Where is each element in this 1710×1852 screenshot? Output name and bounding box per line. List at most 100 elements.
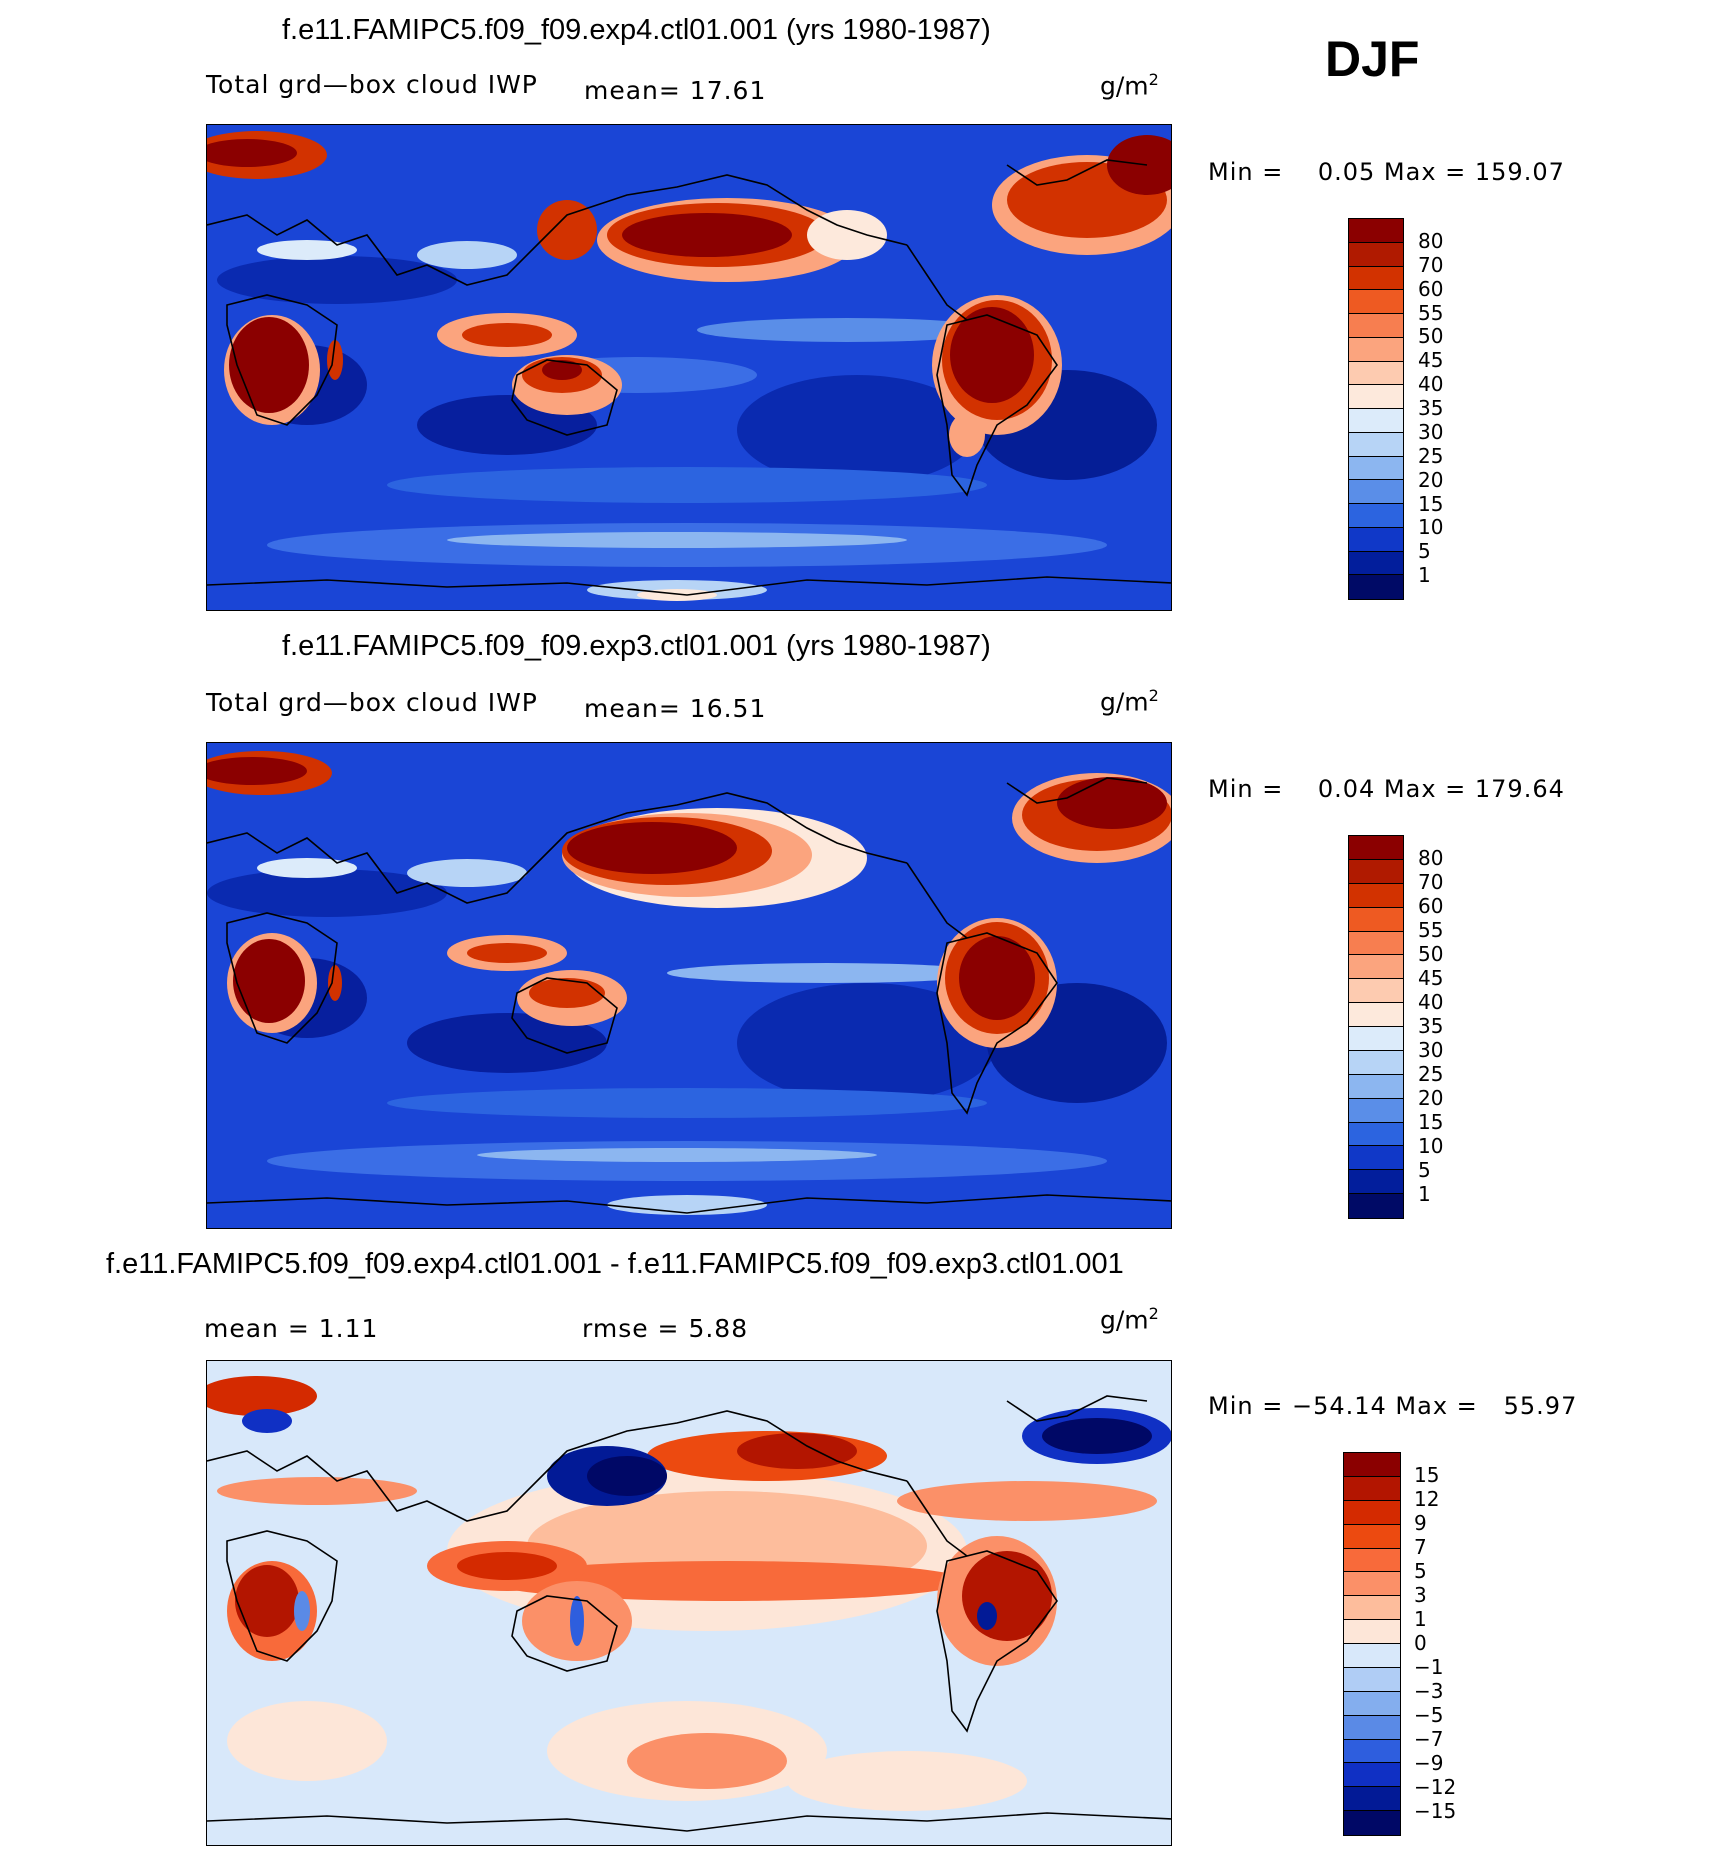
colorbar-box bbox=[1344, 1548, 1400, 1573]
colorbar-level-label: −12 bbox=[1414, 1775, 1457, 1799]
variable-label: Total grd—box cloud IWP bbox=[206, 70, 538, 99]
colorbar-box bbox=[1349, 266, 1403, 291]
colorbar-level-label: 40 bbox=[1418, 372, 1444, 397]
contour-field bbox=[207, 743, 1171, 1228]
colorbar-level-label: 55 bbox=[1418, 300, 1444, 325]
colorbar-level-label: −7 bbox=[1414, 1727, 1444, 1751]
contour-field bbox=[207, 125, 1171, 610]
colorbar-level-label: 45 bbox=[1418, 966, 1444, 990]
colorbar-box bbox=[1349, 219, 1403, 243]
colorbar-box bbox=[1344, 1691, 1400, 1716]
colorbar-box bbox=[1344, 1572, 1400, 1597]
panel-title: f.e11.FAMIPC5.f09_f09.exp4.ctl01.001 - f… bbox=[106, 1248, 1124, 1280]
colorbar-level-label: 15 bbox=[1414, 1463, 1440, 1487]
colorbar-level-label: 35 bbox=[1418, 1014, 1444, 1038]
colorbar-box bbox=[1344, 1453, 1400, 1477]
colorbar-level-label: 60 bbox=[1418, 894, 1444, 918]
colorbar-level-label: 0 bbox=[1414, 1631, 1427, 1655]
colorbar-box bbox=[1344, 1596, 1400, 1621]
colorbar-box bbox=[1349, 883, 1403, 908]
colorbar-box bbox=[1349, 907, 1403, 932]
colorbar-level-label: 80 bbox=[1418, 228, 1444, 253]
colorbar-level-label: 50 bbox=[1418, 942, 1444, 966]
colorbar-box bbox=[1349, 504, 1403, 528]
colorbar-level-label: 1 bbox=[1414, 1607, 1427, 1631]
colorbar-level-label: 10 bbox=[1418, 1134, 1444, 1158]
unit-label: g/m2 bbox=[1100, 1304, 1159, 1335]
colorbar-level-label: 20 bbox=[1418, 467, 1444, 492]
colorbar-level-label: 15 bbox=[1418, 491, 1444, 516]
colorbar-level-label: −9 bbox=[1414, 1751, 1444, 1775]
colorbar-box bbox=[1344, 1811, 1400, 1835]
colorbar-box bbox=[1344, 1787, 1400, 1812]
colorbar-box bbox=[1349, 575, 1403, 599]
colorbar-level-label: 10 bbox=[1418, 515, 1444, 540]
colorbar-level-label: −5 bbox=[1414, 1703, 1444, 1727]
colorbar-box bbox=[1349, 1122, 1403, 1147]
colorbar-level-label: 55 bbox=[1418, 918, 1444, 942]
colorbar-box bbox=[1349, 314, 1403, 338]
colorbar-box bbox=[1349, 979, 1403, 1004]
colorbar-level-label: 50 bbox=[1418, 324, 1444, 349]
colorbar-box bbox=[1344, 1500, 1400, 1525]
colorbar-box bbox=[1349, 480, 1403, 504]
min-max-label: Min = −54.14 Max = 55.97 bbox=[1208, 1392, 1578, 1420]
colorbar-box bbox=[1349, 361, 1403, 386]
colorbar-level-label: 80 bbox=[1418, 846, 1444, 870]
min-max-label: Min = 0.05 Max = 159.07 bbox=[1208, 158, 1565, 186]
colorbar-box bbox=[1349, 290, 1403, 314]
colorbar-level-label: −15 bbox=[1414, 1799, 1457, 1823]
colorbar-box bbox=[1344, 1524, 1400, 1549]
colorbar-level-label: 9 bbox=[1414, 1511, 1427, 1535]
colorbar-level-label: 20 bbox=[1418, 1086, 1444, 1110]
min-max-label: Min = 0.04 Max = 179.64 bbox=[1208, 775, 1565, 803]
colorbar-level-label: 60 bbox=[1418, 276, 1444, 301]
mean-label: mean= 17.61 bbox=[584, 76, 767, 105]
colorbar-level-label: 45 bbox=[1418, 348, 1444, 373]
contour-field bbox=[207, 1361, 1171, 1845]
colorbar-level-label: 70 bbox=[1418, 252, 1444, 277]
colorbar-level-label: 5 bbox=[1418, 1158, 1431, 1182]
colorbar-level-label: 35 bbox=[1418, 396, 1444, 420]
colorbar-level-label: 70 bbox=[1418, 870, 1444, 894]
colorbar-box bbox=[1344, 1476, 1400, 1501]
variable-label: Total grd—box cloud IWP bbox=[206, 688, 538, 717]
colorbar-box bbox=[1349, 1146, 1403, 1171]
panel-title: f.e11.FAMIPC5.f09_f09.exp3.ctl01.001 (yr… bbox=[282, 630, 991, 662]
colorbar-box bbox=[1349, 1003, 1403, 1027]
colorbar-box bbox=[1344, 1644, 1400, 1668]
colorbar-level-label: 30 bbox=[1418, 419, 1444, 444]
colorbar-level-label: 5 bbox=[1414, 1559, 1427, 1583]
colorbar-level-label: 12 bbox=[1414, 1487, 1440, 1511]
colorbar-box bbox=[1344, 1763, 1400, 1788]
colorbar-box bbox=[1344, 1739, 1400, 1764]
mean-label: mean = 1.11 bbox=[204, 1314, 379, 1343]
map-exp4 bbox=[206, 124, 1172, 611]
colorbar-level-label: 30 bbox=[1418, 1038, 1444, 1062]
colorbar-level-label: 3 bbox=[1414, 1583, 1427, 1607]
colorbar-box bbox=[1344, 1667, 1400, 1692]
map-difference bbox=[206, 1360, 1172, 1846]
colorbar-box bbox=[1344, 1620, 1400, 1644]
colorbar-level-label: 7 bbox=[1414, 1535, 1427, 1559]
season-label: DJF bbox=[1325, 31, 1420, 87]
colorbar-box bbox=[1349, 527, 1403, 552]
colorbar-level-label: 25 bbox=[1418, 1062, 1444, 1086]
colorbar-box bbox=[1349, 409, 1403, 433]
colorbar-box bbox=[1349, 551, 1403, 576]
colorbar-exp3 bbox=[1348, 835, 1404, 1219]
colorbar-box bbox=[1349, 337, 1403, 362]
colorbar-box bbox=[1344, 1715, 1400, 1740]
colorbar-box bbox=[1349, 931, 1403, 956]
colorbar-level-label: 40 bbox=[1418, 990, 1444, 1014]
colorbar-level-label: 15 bbox=[1418, 1110, 1444, 1134]
colorbar-level-label: 1 bbox=[1418, 563, 1431, 588]
colorbar-box bbox=[1349, 955, 1403, 980]
colorbar-difference bbox=[1343, 1452, 1401, 1836]
colorbar-level-label: −3 bbox=[1414, 1679, 1444, 1703]
panel-title: f.e11.FAMIPC5.f09_f09.exp4.ctl01.001 (yr… bbox=[282, 14, 991, 46]
colorbar-box bbox=[1349, 242, 1403, 267]
rmse-label: rmse = 5.88 bbox=[582, 1314, 749, 1343]
colorbar-box bbox=[1349, 1194, 1403, 1218]
colorbar-level-label: 5 bbox=[1418, 539, 1431, 564]
